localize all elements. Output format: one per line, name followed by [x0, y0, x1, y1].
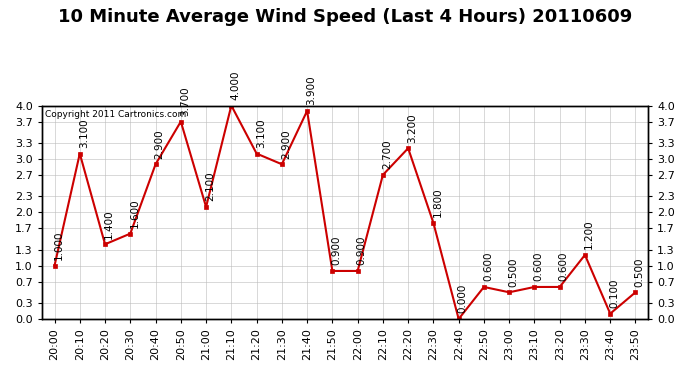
Text: 2.900: 2.900	[281, 129, 291, 159]
Text: 0.900: 0.900	[331, 236, 342, 266]
Text: 3.100: 3.100	[256, 118, 266, 148]
Text: 1.800: 1.800	[433, 188, 442, 218]
Text: 0.500: 0.500	[635, 257, 644, 287]
Text: 3.700: 3.700	[180, 86, 190, 116]
Text: 0.500: 0.500	[509, 257, 518, 287]
Text: 0.600: 0.600	[533, 252, 544, 281]
Text: Copyright 2011 Cartronics.com: Copyright 2011 Cartronics.com	[45, 110, 186, 119]
Text: 1.400: 1.400	[104, 209, 115, 239]
Text: 3.100: 3.100	[79, 118, 89, 148]
Text: 0.100: 0.100	[609, 279, 620, 308]
Text: 10 Minute Average Wind Speed (Last 4 Hours) 20110609: 10 Minute Average Wind Speed (Last 4 Hou…	[58, 8, 632, 26]
Text: 0.000: 0.000	[458, 284, 468, 314]
Text: 1.200: 1.200	[584, 220, 594, 249]
Text: 3.200: 3.200	[407, 113, 417, 142]
Text: 1.000: 1.000	[54, 231, 63, 260]
Text: 1.600: 1.600	[130, 198, 139, 228]
Text: 4.000: 4.000	[230, 70, 241, 100]
Text: 2.700: 2.700	[382, 140, 392, 170]
Text: 0.900: 0.900	[357, 236, 367, 266]
Text: 2.900: 2.900	[155, 129, 165, 159]
Text: 2.100: 2.100	[205, 172, 215, 201]
Text: 3.900: 3.900	[306, 76, 316, 105]
Text: 0.600: 0.600	[483, 252, 493, 281]
Text: 0.600: 0.600	[559, 252, 569, 281]
